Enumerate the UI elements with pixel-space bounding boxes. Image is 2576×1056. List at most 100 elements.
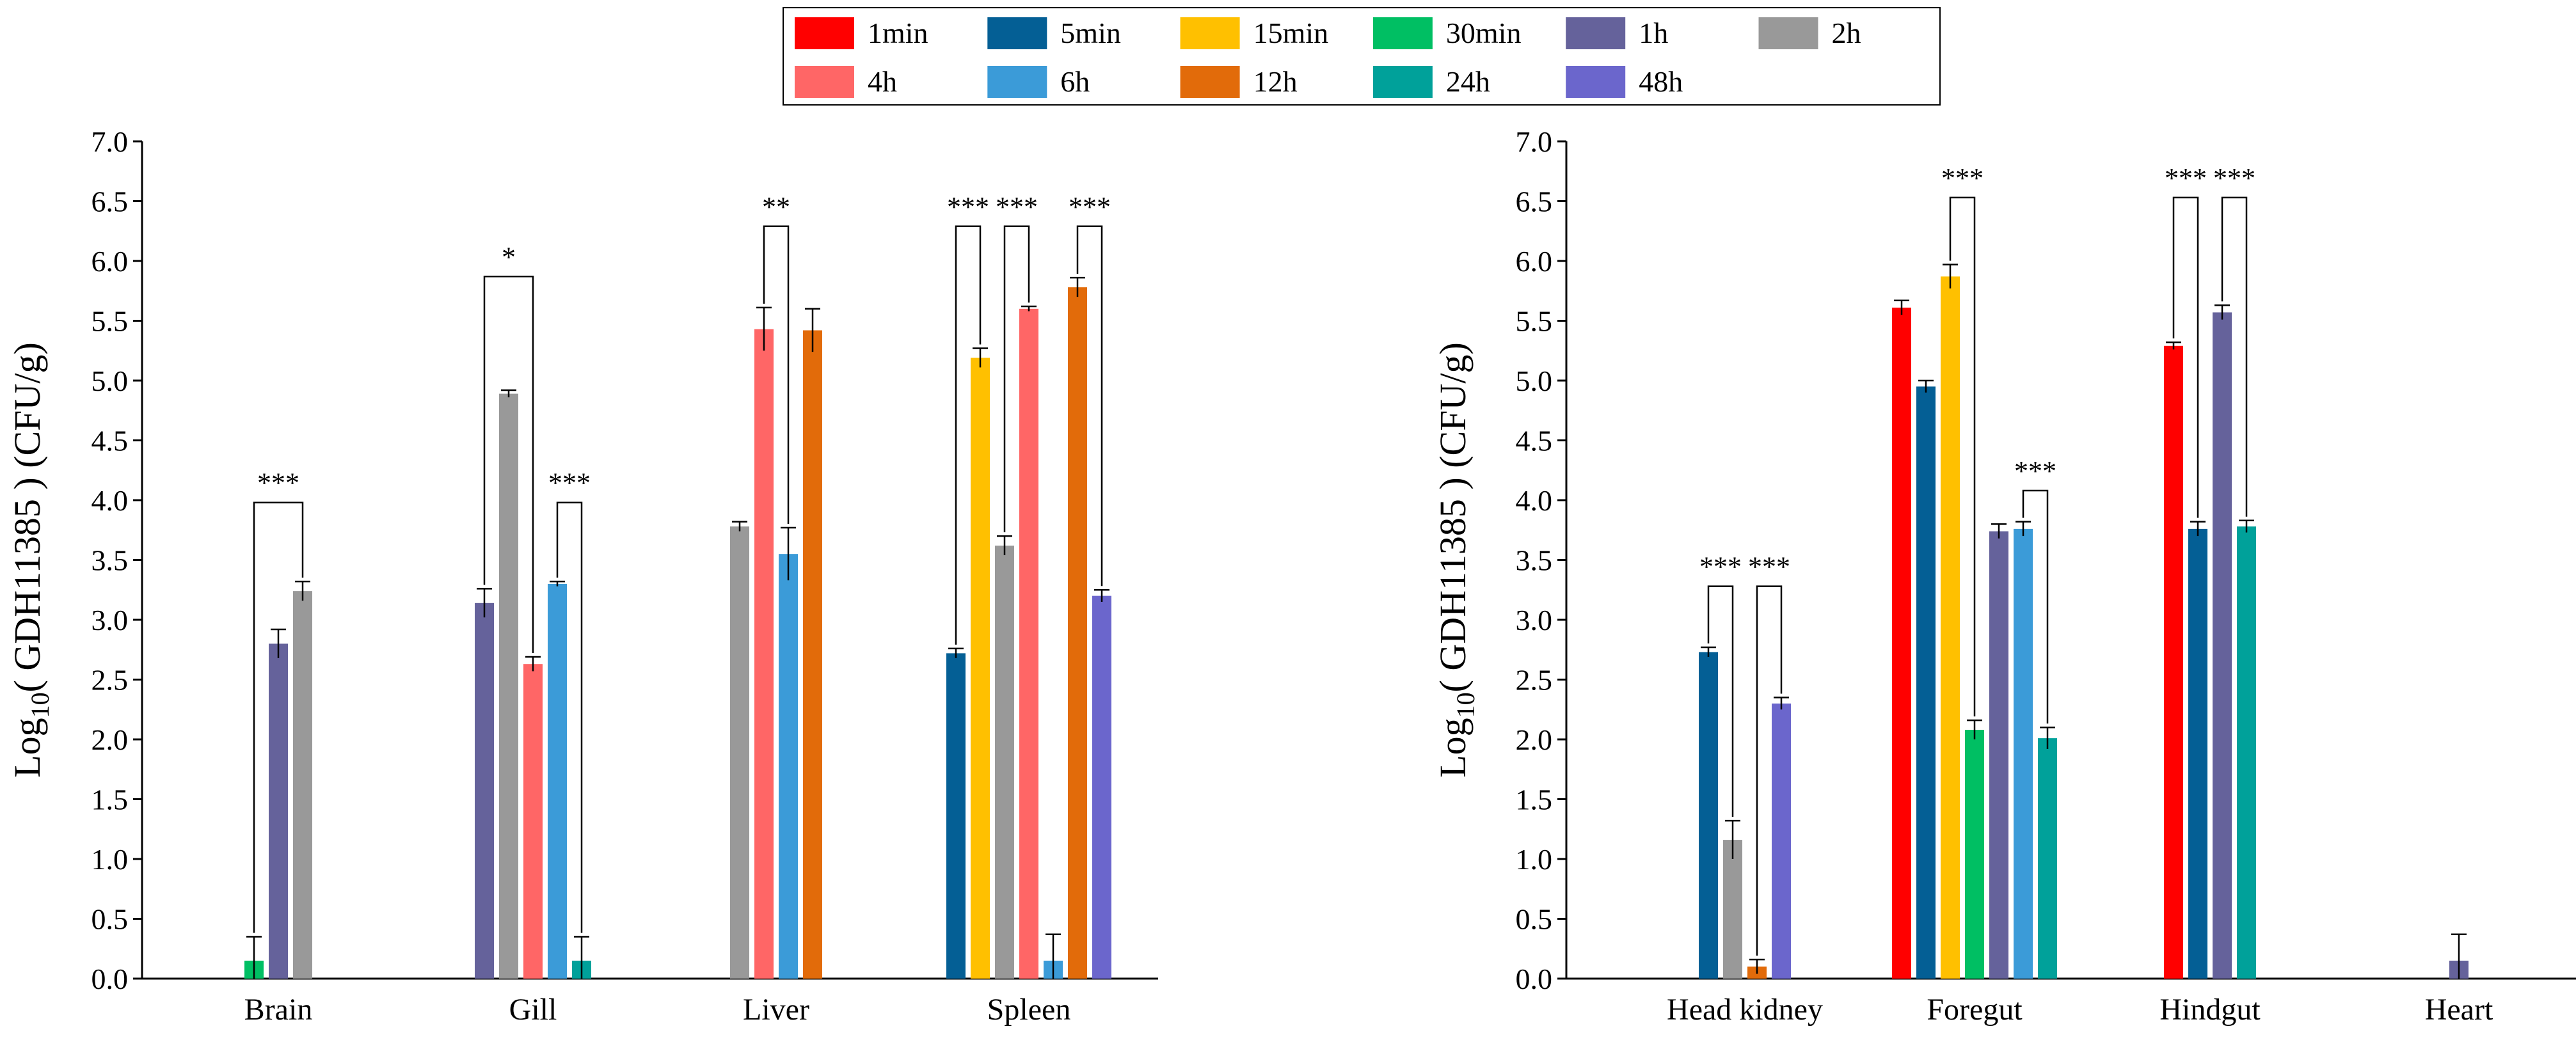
significance-bracket bbox=[2172, 196, 2199, 518]
category-label-brain: Brain bbox=[244, 993, 313, 1027]
significance-label: *** bbox=[548, 468, 591, 499]
legend-swatch-1min bbox=[795, 17, 854, 49]
bar-spleen-2h bbox=[995, 546, 1014, 979]
bar-hindgut-1h bbox=[2213, 312, 2232, 979]
y-label-rest: ( GDH11385 ) (CFU/g) bbox=[1432, 342, 1474, 692]
legend-swatch-1h bbox=[1566, 17, 1626, 49]
bar-hindgut-1min bbox=[2164, 345, 2183, 979]
right-y-tick-label: 3.5 bbox=[1516, 544, 1553, 577]
significance-label: *** bbox=[1941, 162, 1984, 194]
right-y-tick-label: 0.5 bbox=[1516, 903, 1553, 936]
right-y-tick-label: 0.0 bbox=[1516, 963, 1553, 995]
left-y-tick-label: 3.0 bbox=[91, 604, 129, 636]
legend-swatch-2h bbox=[1758, 17, 1818, 49]
bar-liver-12h bbox=[803, 330, 822, 979]
significance-bracket bbox=[1756, 585, 1783, 956]
significance-bracket bbox=[1076, 225, 1103, 587]
bar-foregut-30min bbox=[1965, 730, 1984, 979]
significance-label: *** bbox=[257, 468, 299, 499]
significance-bracket bbox=[2221, 196, 2248, 517]
category-label-heart: Heart bbox=[2425, 993, 2493, 1027]
legend-swatch-30min bbox=[1372, 17, 1433, 49]
legend-swatch-12h bbox=[1180, 66, 1240, 98]
legend-label-24h: 24h bbox=[1446, 65, 1490, 98]
left-y-tick-label: 1.0 bbox=[91, 843, 129, 876]
bar-foregut-24h bbox=[2038, 738, 2057, 979]
significance-label: *** bbox=[2213, 162, 2255, 194]
legend-label-5min: 5min bbox=[1060, 17, 1121, 49]
significance-label: *** bbox=[1699, 551, 1742, 583]
right-y-tick-label: 2.0 bbox=[1516, 723, 1553, 756]
left-y-tick-label: 5.5 bbox=[91, 305, 129, 338]
legend-label-12h: 12h bbox=[1253, 65, 1298, 98]
bar-spleen-48h bbox=[1092, 595, 1111, 979]
bar-gill-6h bbox=[548, 583, 567, 979]
bar-gill-4h bbox=[523, 664, 543, 979]
legend-label-2h: 2h bbox=[1832, 17, 1861, 49]
legend-swatch-4h bbox=[795, 66, 854, 98]
bar-liver-2h bbox=[730, 526, 749, 979]
significance-label: *** bbox=[1748, 551, 1790, 583]
right-y-tick-label: 5.0 bbox=[1516, 365, 1553, 397]
legend-label-15min: 15min bbox=[1253, 17, 1329, 49]
left-y-tick-label: 0.5 bbox=[91, 903, 129, 936]
category-label-liver: Liver bbox=[743, 993, 809, 1027]
bar-head-kidney-48h bbox=[1772, 703, 1791, 979]
significance-label: *** bbox=[2014, 455, 2056, 487]
bar-spleen-15min bbox=[971, 358, 990, 979]
left-y-tick-label: 6.5 bbox=[91, 185, 129, 218]
left-y-tick-label: 1.5 bbox=[91, 784, 129, 816]
legend: 1min 5min 15min 30min 1h 2h 4h 6h 12h 24h 48h bbox=[783, 7, 1941, 106]
category-label-head-kidney: Head kidney bbox=[1667, 993, 1823, 1027]
bar-brain-2h bbox=[293, 591, 312, 979]
y-label-main: Log bbox=[1432, 718, 1474, 777]
y-label-rest: ( GDH11385 ) (CFU/g) bbox=[6, 342, 48, 692]
significance-bracket bbox=[1949, 196, 1976, 717]
significance-label: *** bbox=[947, 191, 989, 223]
legend-label-48h: 48h bbox=[1639, 65, 1683, 98]
bar-hindgut-24h bbox=[2237, 526, 2256, 979]
significance-bracket bbox=[1003, 225, 1030, 533]
right-y-tick-label: 7.0 bbox=[1516, 125, 1553, 158]
bar-gill-1h bbox=[475, 603, 494, 979]
legend-swatch-5min bbox=[987, 17, 1047, 49]
y-label-subscript: 10 bbox=[26, 692, 54, 718]
left-y-tick-label: 6.0 bbox=[91, 245, 129, 278]
bar-liver-6h bbox=[779, 554, 798, 979]
bar-spleen-5min bbox=[946, 653, 966, 979]
legend-label-1h: 1h bbox=[1639, 17, 1668, 49]
left-y-tick-label: 4.0 bbox=[91, 484, 129, 517]
legend-swatch-48h bbox=[1566, 66, 1626, 98]
right-y-tick-label: 1.0 bbox=[1516, 843, 1553, 876]
legend-swatch-6h bbox=[987, 66, 1047, 98]
y-label-main: Log bbox=[6, 718, 48, 777]
left-y-tick-label: 2.5 bbox=[91, 664, 129, 697]
legend-swatch-24h bbox=[1372, 66, 1433, 98]
right-y-tick-label: 3.0 bbox=[1516, 604, 1553, 636]
legend-label-4h: 4h bbox=[868, 65, 897, 98]
right-y-axis-label: Log10( GDH11385 ) (CFU/g) bbox=[1432, 342, 1480, 778]
category-label-foregut: Foregut bbox=[1927, 993, 2023, 1027]
bar-foregut-5min bbox=[1916, 386, 1936, 979]
legend-label-1min: 1min bbox=[868, 17, 928, 49]
bar-head-kidney-2h bbox=[1723, 840, 1742, 979]
left-y-tick-label: 2.0 bbox=[91, 723, 129, 756]
significance-bracket bbox=[253, 501, 304, 933]
category-label-spleen: Spleen bbox=[987, 993, 1071, 1027]
category-label-hindgut: Hindgut bbox=[2159, 993, 2261, 1027]
significance-label: *** bbox=[996, 191, 1038, 223]
right-y-tick-label: 2.5 bbox=[1516, 664, 1553, 697]
bar-foregut-1min bbox=[1892, 307, 1911, 979]
significance-bracket bbox=[1707, 585, 1734, 817]
right-y-tick-label: 6.0 bbox=[1516, 245, 1553, 278]
legend-swatch-15min bbox=[1180, 17, 1240, 49]
bar-spleen-12h bbox=[1068, 287, 1087, 979]
right-y-tick-label: 4.5 bbox=[1516, 425, 1553, 457]
legend-label-30min: 30min bbox=[1446, 17, 1522, 49]
legend-label-6h: 6h bbox=[1060, 65, 1090, 98]
legend-frame bbox=[783, 7, 1941, 106]
bar-liver-4h bbox=[754, 329, 774, 979]
significance-label: *** bbox=[2165, 162, 2207, 194]
significance-label: *** bbox=[1069, 191, 1111, 223]
